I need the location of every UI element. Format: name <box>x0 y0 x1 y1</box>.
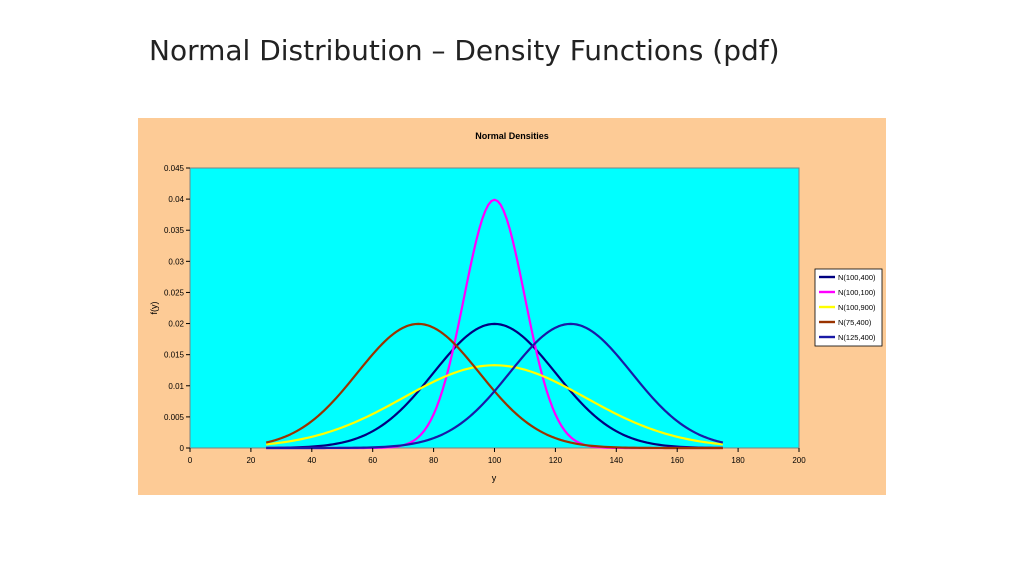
x-tick-label: 120 <box>549 456 563 465</box>
x-tick-label: 140 <box>610 456 624 465</box>
x-tick-label: 20 <box>246 456 255 465</box>
x-tick-label: 40 <box>307 456 316 465</box>
chart-title: Normal Densities <box>475 131 549 141</box>
legend: N(100,400) N(100,100) N(100,900) N(75,400) N… <box>814 268 883 347</box>
y-tick-label: 0.02 <box>168 320 184 329</box>
y-axis-label: f(y) <box>149 302 159 315</box>
legend-label: N(100,400) <box>838 273 876 282</box>
curves-group <box>265 198 724 450</box>
series-line-n-100-900 <box>266 364 723 446</box>
x-tick-label: 80 <box>429 456 438 465</box>
x-tick-label: 180 <box>731 456 745 465</box>
y-tick-label: 0.04 <box>168 195 184 204</box>
x-axis-label: y <box>492 473 497 483</box>
legend-label: N(100,900) <box>838 303 876 312</box>
y-tick-label: 0.01 <box>168 382 184 391</box>
axes-group: 0 0.005 0.01 0.015 0.02 0.025 0.03 0.035 0.04 0.0… <box>164 164 806 465</box>
y-tick-label: 0.005 <box>164 413 185 422</box>
legend-label: N(100,100) <box>838 288 876 297</box>
slide-title: Normal Distribution – Density Functions … <box>149 34 780 67</box>
x-tick-label: 160 <box>671 456 685 465</box>
y-tick-label: 0.015 <box>164 351 185 360</box>
y-tick-label: 0 <box>180 444 185 453</box>
series-line-n-100-400 <box>266 322 723 449</box>
x-tick-label: 60 <box>368 456 377 465</box>
x-tick-label: 0 <box>188 456 193 465</box>
y-tick-label: 0.045 <box>164 164 185 173</box>
plot-area <box>189 167 800 449</box>
series-line-n-125-400 <box>266 322 724 450</box>
x-tick-label: 100 <box>488 456 502 465</box>
legend-label: N(75,400) <box>838 318 872 327</box>
y-tick-label: 0.035 <box>164 226 185 235</box>
y-tick-label: 0.025 <box>164 288 185 297</box>
x-tick-label: 200 <box>792 456 806 465</box>
legend-label: N(125,400) <box>838 333 876 342</box>
y-tick-label: 0.03 <box>168 257 184 266</box>
